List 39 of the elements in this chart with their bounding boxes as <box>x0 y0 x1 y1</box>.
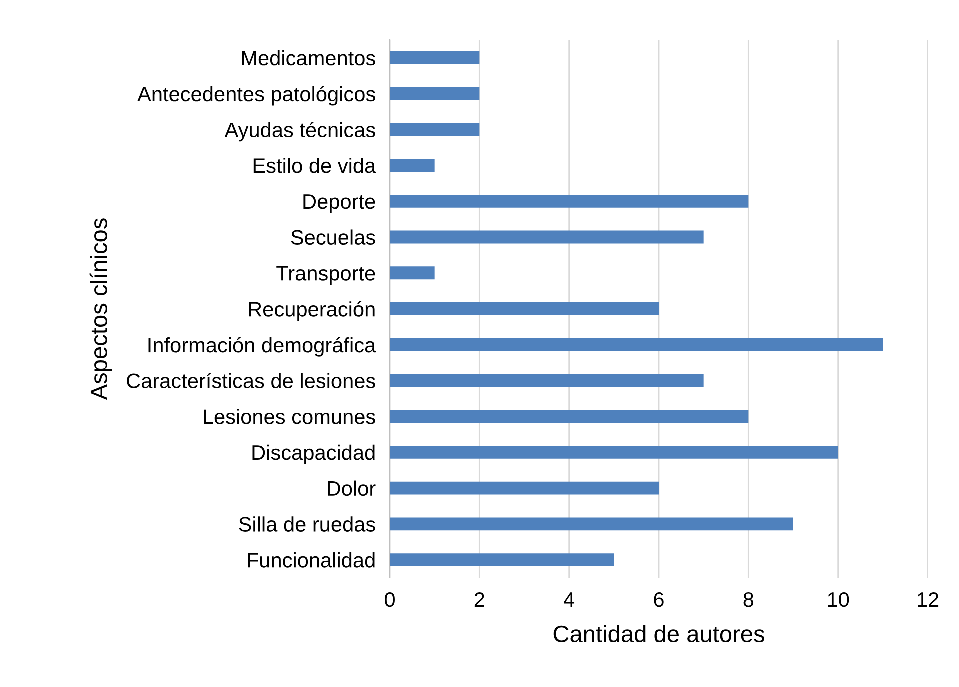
y-tick-label: Características de lesiones <box>127 372 376 388</box>
x-tick-label: 6 <box>654 592 664 608</box>
y-tick-label: Secuelas <box>291 230 376 246</box>
x-tick-label: 8 <box>744 592 754 608</box>
y-tick-label: Información demográfica <box>148 337 376 357</box>
bar <box>390 446 838 459</box>
bar <box>390 338 884 352</box>
x-tick-label: 2 <box>474 592 484 607</box>
bar <box>390 554 614 567</box>
y-tick-label: Lesiones comunes <box>204 409 376 424</box>
bar <box>390 230 704 244</box>
bar <box>390 302 659 316</box>
bar <box>390 266 435 280</box>
y-tick-label: Funcionalidad <box>248 552 375 568</box>
bar <box>390 518 794 531</box>
bar <box>390 87 480 100</box>
x-axis-title: Cantidad de autores <box>554 625 764 643</box>
x-tick-label: 0 <box>385 592 395 608</box>
y-tick-label: Ayudas técnicas <box>224 122 376 142</box>
y-tick-label: Estilo de vida <box>254 158 376 174</box>
x-tick-label: 10 <box>828 592 850 608</box>
bar <box>390 194 749 208</box>
y-tick-label: Medicamentos <box>242 50 376 66</box>
bar <box>390 123 480 136</box>
y-tick-label: Transporte <box>276 266 376 286</box>
x-tick-label: 12 <box>918 592 939 607</box>
y-axis-title: Aspectos clínicos <box>90 218 112 400</box>
bar <box>390 482 659 495</box>
y-tick-label: Discapacidad <box>252 444 375 464</box>
y-tick-label: Deporte <box>304 194 376 214</box>
bar <box>390 374 704 388</box>
bar <box>390 51 480 64</box>
y-tick-label: Silla de ruedas <box>239 516 376 532</box>
y-tick-label: Dolor <box>328 480 376 496</box>
y-tick-label: Recuperación <box>249 301 375 321</box>
bar <box>390 410 749 424</box>
x-tick-label: 4 <box>564 592 575 607</box>
y-tick-label: Antecedentes patológicos <box>138 86 376 106</box>
bar <box>390 159 435 172</box>
